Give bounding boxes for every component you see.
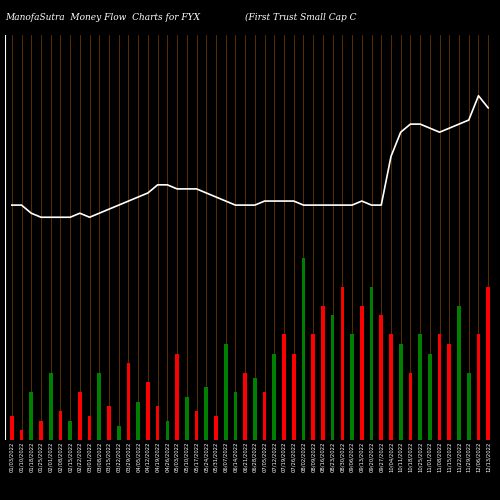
Bar bbox=[380, 316, 383, 440]
Bar bbox=[340, 286, 344, 440]
Bar bbox=[360, 306, 364, 440]
Text: ManofaSutra  Money Flow  Charts for FYX: ManofaSutra Money Flow Charts for FYX bbox=[5, 12, 200, 22]
Bar bbox=[10, 416, 14, 440]
Bar bbox=[78, 392, 82, 440]
Bar bbox=[321, 306, 325, 440]
Bar bbox=[214, 416, 218, 440]
Bar bbox=[20, 430, 24, 440]
Bar bbox=[39, 421, 43, 440]
Bar bbox=[117, 426, 120, 440]
Bar bbox=[98, 373, 101, 440]
Bar bbox=[204, 387, 208, 440]
Bar bbox=[418, 334, 422, 440]
Bar bbox=[438, 334, 442, 440]
Bar bbox=[107, 406, 111, 440]
Bar bbox=[234, 392, 237, 440]
Bar bbox=[302, 258, 306, 440]
Bar bbox=[389, 334, 393, 440]
Bar bbox=[156, 406, 160, 440]
Bar bbox=[292, 354, 296, 440]
Bar bbox=[370, 286, 374, 440]
Bar bbox=[476, 334, 480, 440]
Bar bbox=[399, 344, 402, 440]
Bar bbox=[457, 306, 461, 440]
Bar bbox=[224, 344, 228, 440]
Bar bbox=[282, 334, 286, 440]
Bar bbox=[262, 392, 266, 440]
Bar bbox=[244, 373, 247, 440]
Bar bbox=[272, 354, 276, 440]
Bar bbox=[49, 373, 52, 440]
Bar bbox=[126, 364, 130, 440]
Bar bbox=[486, 286, 490, 440]
Bar bbox=[331, 316, 334, 440]
Bar bbox=[146, 382, 150, 440]
Bar bbox=[350, 334, 354, 440]
Text: (First Trust Small Cap C: (First Trust Small Cap C bbox=[245, 12, 356, 22]
Bar bbox=[30, 392, 33, 440]
Bar bbox=[448, 344, 451, 440]
Bar bbox=[88, 416, 92, 440]
Bar bbox=[68, 421, 72, 440]
Bar bbox=[467, 373, 470, 440]
Bar bbox=[194, 411, 198, 440]
Bar bbox=[175, 354, 179, 440]
Bar bbox=[185, 397, 188, 440]
Bar bbox=[312, 334, 315, 440]
Bar bbox=[136, 402, 140, 440]
Bar bbox=[408, 373, 412, 440]
Bar bbox=[428, 354, 432, 440]
Bar bbox=[166, 421, 169, 440]
Bar bbox=[253, 378, 256, 440]
Bar bbox=[58, 411, 62, 440]
